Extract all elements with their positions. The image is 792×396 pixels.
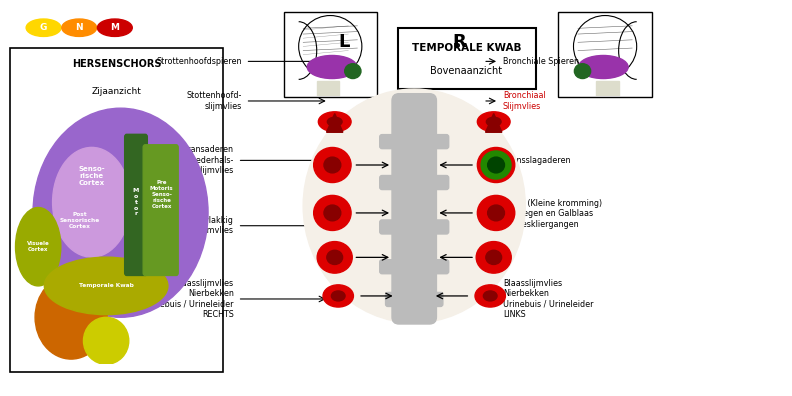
Text: N: N	[75, 23, 83, 32]
Text: Bovenaanzicht: Bovenaanzicht	[430, 66, 503, 76]
Text: R: R	[452, 32, 466, 51]
Text: M: M	[110, 23, 120, 32]
Text: Bronchiale Spieren: Bronchiale Spieren	[503, 57, 579, 66]
Text: Kransslagaderen: Kransslagaderen	[503, 156, 570, 165]
Text: HERSENSCHORS: HERSENSCHORS	[71, 59, 162, 69]
FancyBboxPatch shape	[398, 28, 536, 89]
Text: Oppervlakkig
Rectumslijmvlies: Oppervlakkig Rectumslijmvlies	[166, 216, 234, 235]
Text: Bronchiaal
Slijmvlies: Bronchiaal Slijmvlies	[503, 91, 546, 110]
Circle shape	[62, 19, 97, 36]
FancyBboxPatch shape	[284, 12, 377, 97]
Text: Zijaanzicht: Zijaanzicht	[92, 87, 141, 96]
Text: TEMPORALE KWAB: TEMPORALE KWAB	[412, 42, 521, 53]
Text: Strottenhoofdspieren: Strottenhoofdspieren	[156, 57, 242, 66]
Circle shape	[26, 19, 61, 36]
Text: L: L	[339, 32, 350, 51]
Text: G: G	[40, 23, 48, 32]
Text: Kransaderen
Baarmoederhals-
slijmvlies: Kransaderen Baarmoederhals- slijmvlies	[164, 145, 234, 175]
Text: Blaasslijmvlies
Nierbekken
Urinebuis / Urineleider
RECHTS: Blaasslijmvlies Nierbekken Urinebuis / U…	[143, 279, 234, 319]
Text: Stottenhoofd-
slijmvlies: Stottenhoofd- slijmvlies	[186, 91, 242, 110]
Text: Maag (Kleine kromming)
Galwegen en Galblaas
Alvleeskliergangen: Maag (Kleine kromming) Galwegen en Galbl…	[503, 199, 602, 229]
Circle shape	[97, 19, 132, 36]
FancyBboxPatch shape	[10, 48, 223, 372]
FancyBboxPatch shape	[558, 12, 652, 97]
Text: Blaasslijmvlies
Nierbekken
Urinebuis / Urineleider
LINKS: Blaasslijmvlies Nierbekken Urinebuis / U…	[503, 279, 593, 319]
